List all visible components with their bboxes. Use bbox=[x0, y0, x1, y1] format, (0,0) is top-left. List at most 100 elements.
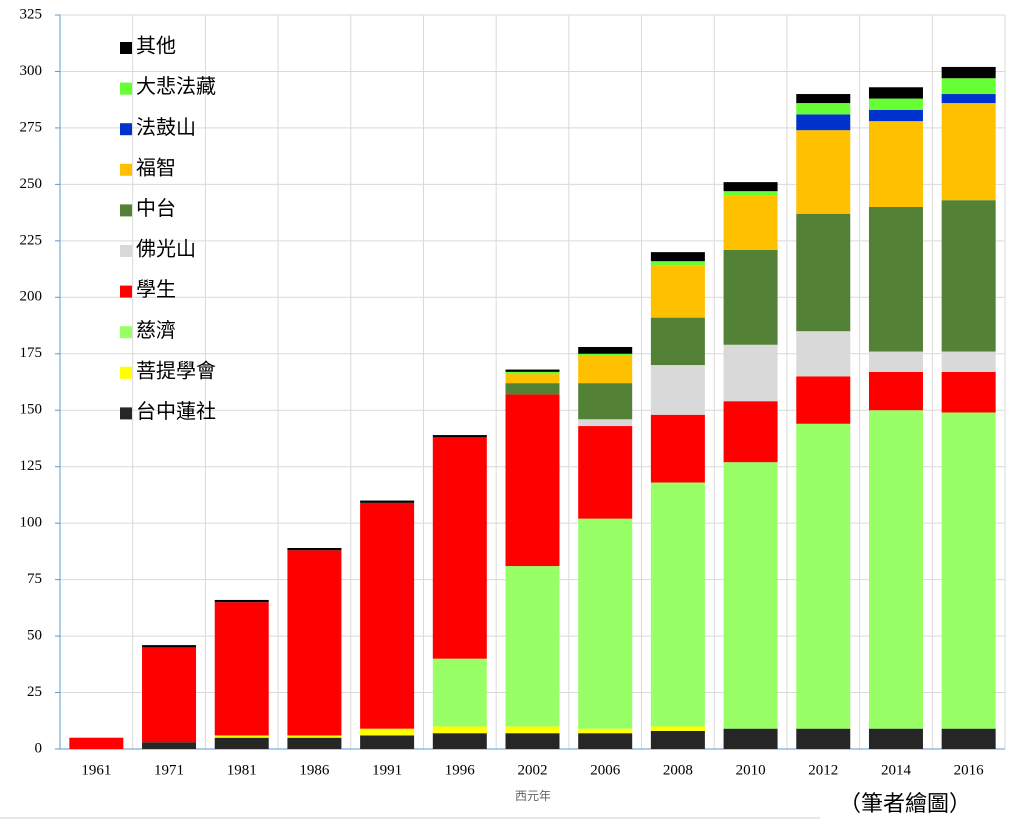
legend-swatch bbox=[120, 82, 132, 95]
bar-segment bbox=[578, 518, 633, 729]
x-tick-label: 2010 bbox=[736, 762, 766, 778]
bar-segment bbox=[505, 733, 560, 749]
bar-segment bbox=[578, 728, 633, 734]
bar-segment bbox=[650, 414, 705, 483]
bar-segment bbox=[723, 249, 778, 345]
bar-segment bbox=[142, 647, 197, 743]
bar-segment bbox=[723, 401, 778, 463]
bar-segment bbox=[723, 462, 778, 729]
bar-segment bbox=[868, 98, 923, 110]
bar-segment bbox=[505, 371, 560, 375]
y-tick-label: 250 bbox=[20, 176, 43, 192]
bar-segment bbox=[287, 737, 342, 749]
legend-swatch bbox=[120, 204, 132, 217]
bar-segment bbox=[796, 423, 851, 729]
legend-swatch bbox=[120, 123, 132, 136]
y-tick-label: 300 bbox=[20, 63, 43, 79]
bar-segment bbox=[796, 331, 851, 377]
bar-segment bbox=[941, 371, 996, 413]
bar-segment bbox=[868, 87, 923, 99]
bar-segment bbox=[505, 566, 560, 727]
legend-swatch bbox=[120, 42, 132, 54]
legend-swatch bbox=[120, 407, 132, 420]
bar-segment bbox=[723, 182, 778, 192]
bar-segment bbox=[69, 737, 124, 749]
note: （筆者繪圖） bbox=[839, 791, 971, 816]
bar-segment bbox=[214, 737, 269, 749]
legend-label: 其他 bbox=[136, 35, 176, 58]
bar-segment bbox=[360, 728, 415, 736]
y-tick-label: 200 bbox=[20, 289, 43, 305]
bar-segment bbox=[578, 356, 633, 384]
bar-segment bbox=[796, 376, 851, 424]
y-tick-label: 325 bbox=[20, 6, 43, 22]
y-tick-label: 275 bbox=[20, 119, 43, 135]
legend-swatch bbox=[120, 285, 132, 298]
bar-segment bbox=[868, 728, 923, 749]
bar-segment bbox=[578, 346, 633, 354]
bar-segment bbox=[941, 412, 996, 729]
bar-segment bbox=[578, 353, 633, 357]
bar-segment bbox=[796, 114, 851, 131]
x-tick-label: 1971 bbox=[154, 762, 184, 778]
bar-segment bbox=[578, 383, 633, 420]
bar-segment bbox=[287, 550, 342, 736]
y-tick-label: 175 bbox=[20, 345, 43, 361]
bar-segment bbox=[650, 365, 705, 415]
bar-segment bbox=[650, 482, 705, 727]
y-tick-label: 50 bbox=[27, 628, 42, 644]
bar-segment bbox=[796, 213, 851, 332]
bar-segment bbox=[360, 735, 415, 749]
legend-label: 慈濟 bbox=[136, 319, 176, 342]
bar-segment bbox=[360, 502, 415, 729]
y-tick-label: 125 bbox=[20, 458, 43, 474]
bar-segment bbox=[432, 733, 487, 749]
legend-label: 菩提學會 bbox=[136, 359, 216, 382]
x-tick-label: 1991 bbox=[372, 762, 402, 778]
bar-segment bbox=[868, 206, 923, 352]
bar-segment bbox=[723, 728, 778, 749]
legend-label: 學生 bbox=[136, 278, 176, 301]
bar-segment bbox=[432, 435, 487, 438]
legend-swatch bbox=[120, 245, 132, 257]
bar-segment bbox=[142, 742, 197, 749]
legend-swatch bbox=[120, 326, 132, 339]
legend-label: 大悲法藏 bbox=[136, 75, 216, 98]
x-tick-label: 1981 bbox=[227, 762, 257, 778]
bar-segment bbox=[214, 735, 269, 738]
y-tick-label: 225 bbox=[20, 232, 43, 248]
bar-segment bbox=[723, 195, 778, 250]
bar-segment bbox=[287, 547, 342, 551]
y-tick-label: 75 bbox=[27, 571, 42, 587]
bar-segment bbox=[796, 130, 851, 214]
bar-segment bbox=[941, 78, 996, 95]
bar-segment bbox=[868, 121, 923, 207]
legend-swatch bbox=[120, 163, 132, 176]
bar-segment bbox=[650, 261, 705, 266]
x-tick-label: 2016 bbox=[954, 762, 985, 778]
y-tick-label: 25 bbox=[27, 684, 42, 700]
legend-label: 法鼓山 bbox=[136, 116, 196, 139]
bar-segment bbox=[941, 200, 996, 352]
x-tick-label: 1961 bbox=[81, 762, 111, 778]
bar-segment bbox=[941, 94, 996, 104]
bar-segment bbox=[941, 103, 996, 201]
bar-segment bbox=[723, 344, 778, 402]
bar-segment bbox=[214, 599, 269, 603]
y-tick-label: 150 bbox=[20, 402, 43, 418]
bar-segment bbox=[578, 426, 633, 519]
bar-segment bbox=[578, 733, 633, 749]
bar-segment bbox=[505, 726, 560, 734]
bar-segment bbox=[868, 109, 923, 122]
legend-label: 佛光山 bbox=[136, 238, 196, 261]
x-tick-label: 2002 bbox=[518, 762, 548, 778]
bar-segment bbox=[142, 645, 197, 648]
bar-segment bbox=[650, 252, 705, 262]
bar-segment bbox=[941, 351, 996, 372]
legend-label: 中台 bbox=[136, 197, 176, 220]
x-tick-label: 2006 bbox=[590, 762, 621, 778]
y-tick-label: 0 bbox=[35, 740, 43, 756]
bar-segment bbox=[432, 437, 487, 659]
bar-segment bbox=[650, 317, 705, 366]
